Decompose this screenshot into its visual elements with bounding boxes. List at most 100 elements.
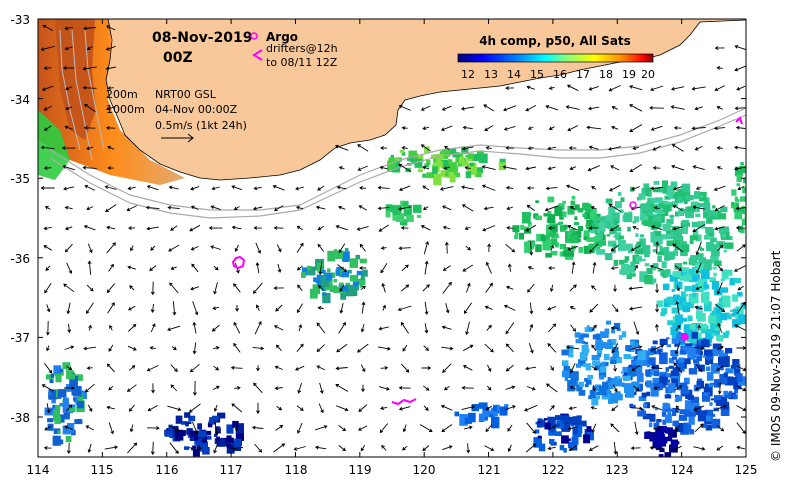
current-arrow [445, 303, 450, 314]
sst-pixel [691, 201, 698, 206]
sst-pixel [432, 166, 438, 174]
sst-pixel [692, 229, 699, 235]
sst-pixel [571, 228, 576, 233]
sst-pixel [454, 172, 461, 178]
sst-pixel [617, 393, 623, 401]
sst-pixel [662, 180, 668, 188]
sst-pixel [677, 331, 682, 338]
current-arrow [255, 262, 260, 274]
sst-pixel [618, 335, 623, 340]
sst-pixel [643, 220, 650, 227]
sst-pixel [567, 205, 575, 215]
current-arrow [104, 445, 119, 450]
current-arrow [612, 384, 618, 393]
sst-pixel [626, 271, 632, 279]
sst-pixel [588, 395, 592, 400]
current-arrow [609, 225, 620, 232]
sst-pixel [62, 403, 70, 413]
sst-pixel [65, 435, 72, 443]
current-arrow [485, 424, 493, 433]
sst-pixel [556, 423, 561, 427]
sst-pixel [694, 344, 703, 355]
current-arrow [716, 424, 725, 432]
current-arrow [611, 105, 618, 110]
sst-pixel [562, 250, 570, 257]
sst-pixel [62, 362, 71, 369]
current-arrow [336, 185, 347, 190]
sst-pixel [57, 430, 61, 434]
sst-pixel [672, 407, 679, 413]
sst-pixel [615, 356, 622, 364]
sst-pixel [710, 255, 719, 264]
sst-pixel [452, 152, 460, 158]
colorbar-tick-label: 20 [641, 68, 655, 81]
sst-pixel [713, 312, 723, 324]
lat-tick-labels: -33 -34 -35 -36 -37 -38 [10, 13, 30, 425]
current-arrow [213, 443, 219, 454]
sst-pixel [587, 432, 594, 441]
current-arrow [43, 125, 52, 131]
sst-pixel [708, 230, 714, 237]
current-arrow [676, 285, 680, 292]
sst-pixel [596, 340, 603, 347]
sst-pixel [561, 370, 569, 378]
current-arrow [274, 386, 283, 391]
sst-pixel [586, 237, 595, 243]
sst-pixel [185, 421, 189, 427]
current-arrow [629, 104, 643, 112]
current-arrow [692, 165, 705, 171]
current-arrow [377, 346, 391, 351]
sst-pixel [547, 196, 555, 203]
current-arrow [170, 225, 178, 231]
current-arrow [338, 243, 346, 254]
sst-pixel [634, 245, 642, 250]
contour-1000m-label: 1000m [106, 103, 145, 116]
sst-pixel [633, 391, 637, 396]
sst-pixel [561, 349, 569, 356]
current-arrow [673, 445, 682, 451]
current-arrow [590, 206, 597, 210]
current-arrow [481, 165, 496, 171]
sst-pixel [697, 203, 704, 207]
current-arrow [43, 226, 52, 231]
sst-pixel [576, 363, 582, 368]
sst-pixel [583, 233, 590, 241]
current-arrow [675, 405, 681, 411]
sst-pixel [359, 258, 367, 264]
current-arrow [630, 345, 643, 350]
current-arrow [357, 165, 368, 171]
current-arrow [297, 422, 303, 434]
current-arrow [337, 205, 346, 210]
current-arrow [43, 446, 52, 450]
current-arrow [523, 404, 538, 412]
current-arrow [190, 186, 200, 191]
sst-pixel [406, 214, 414, 223]
sst-pixel [692, 343, 697, 346]
sst-pixel [448, 148, 457, 155]
current-arrow [588, 145, 599, 150]
current-arrow [588, 85, 599, 91]
current-arrow [46, 345, 50, 352]
current-arrow [649, 106, 664, 110]
sst-pixel [330, 272, 336, 278]
current-arrow [233, 206, 240, 210]
current-arrow [273, 226, 284, 230]
sst-pixel [551, 233, 559, 239]
sst-pixel [700, 339, 710, 348]
current-arrow [442, 363, 452, 373]
current-arrow [526, 85, 535, 90]
sst-pixel [703, 259, 712, 271]
current-arrow [83, 225, 96, 231]
current-arrow [464, 166, 471, 170]
current-arrow [233, 283, 241, 293]
sst-pixel [734, 166, 743, 177]
sst-pixel [571, 436, 579, 445]
sst-pixel [409, 156, 414, 162]
sst-pixel [591, 354, 600, 361]
sst-pixel [579, 420, 587, 427]
sst-pixel [566, 251, 575, 257]
current-arrow [441, 105, 452, 111]
lat-tick-label: -37 [10, 331, 30, 345]
sst-pixel [691, 221, 700, 228]
current-arrow [442, 281, 452, 294]
